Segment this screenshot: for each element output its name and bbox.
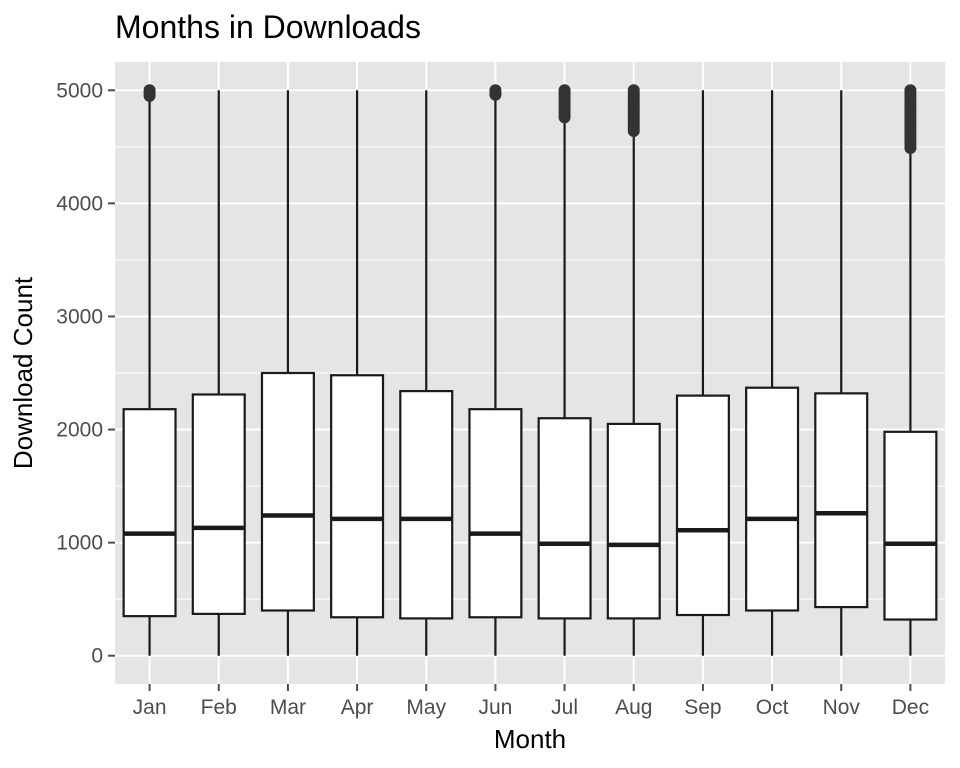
box-jul bbox=[537, 84, 592, 656]
box-iqr bbox=[260, 371, 315, 612]
box-aug bbox=[606, 84, 661, 656]
y-axis-title: Download Count bbox=[8, 276, 38, 469]
x-tick-label: Mar bbox=[270, 696, 306, 719]
x-axis: Jan Feb Mar Apr May Jun Jul Aug Sep Oct Nov Dec bbox=[133, 684, 929, 719]
box-iqr bbox=[191, 393, 246, 615]
x-tick-label: Feb bbox=[201, 696, 237, 719]
box-iqr bbox=[675, 394, 730, 617]
box-iqr bbox=[537, 417, 592, 620]
outlier-point bbox=[627, 124, 640, 137]
outlier-point bbox=[904, 141, 917, 154]
outlier-point bbox=[143, 89, 156, 102]
box-iqr bbox=[330, 374, 385, 619]
box-apr bbox=[330, 90, 385, 656]
x-tick-label: Dec bbox=[892, 696, 929, 719]
box-iqr bbox=[814, 392, 869, 609]
x-tick-label: Nov bbox=[823, 696, 861, 719]
outlier-point bbox=[558, 111, 571, 124]
box-dec bbox=[883, 84, 938, 656]
box-iqr bbox=[745, 386, 800, 612]
outlier-point bbox=[489, 88, 502, 101]
box-sep bbox=[675, 90, 730, 656]
box-iqr bbox=[606, 422, 661, 620]
y-tick-label: 4000 bbox=[56, 192, 103, 215]
box-iqr bbox=[122, 408, 177, 618]
x-tick-label: Aug bbox=[615, 696, 652, 719]
box-mar bbox=[260, 90, 315, 656]
y-tick-label: 0 bbox=[91, 645, 103, 668]
x-tick-label: Apr bbox=[341, 696, 374, 719]
box-series bbox=[122, 84, 938, 656]
box-nov bbox=[814, 90, 869, 656]
box-jun bbox=[468, 84, 523, 656]
box-may bbox=[399, 90, 454, 656]
x-tick-label: May bbox=[406, 696, 446, 719]
x-tick-label: Jul bbox=[551, 696, 578, 719]
y-tick-label: 2000 bbox=[56, 419, 103, 442]
x-axis-title: Month bbox=[494, 724, 566, 754]
box-iqr bbox=[883, 430, 938, 621]
x-tick-label: Jun bbox=[478, 696, 512, 719]
x-tick-label: Sep bbox=[684, 696, 721, 719]
box-oct bbox=[745, 90, 800, 656]
y-tick-label: 5000 bbox=[56, 79, 103, 102]
chart-title: Months in Downloads bbox=[115, 9, 421, 45]
y-tick-label: 3000 bbox=[56, 305, 103, 328]
box-iqr bbox=[468, 408, 523, 619]
x-tick-label: Oct bbox=[756, 696, 789, 719]
box-feb bbox=[191, 90, 246, 656]
box-jan bbox=[122, 84, 177, 656]
y-axis: 0 1000 2000 3000 4000 5000 bbox=[56, 79, 115, 668]
box-iqr bbox=[399, 389, 454, 620]
x-tick-label: Jan bbox=[133, 696, 167, 719]
y-tick-label: 1000 bbox=[56, 532, 103, 555]
